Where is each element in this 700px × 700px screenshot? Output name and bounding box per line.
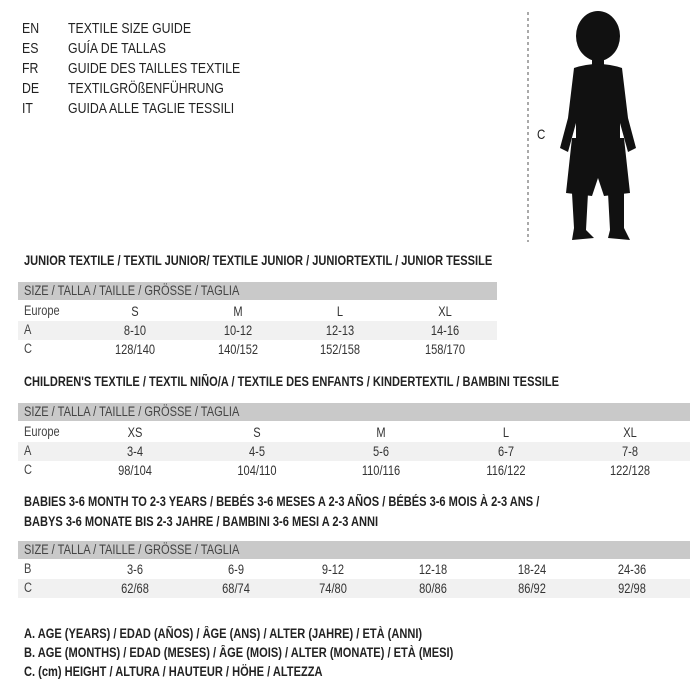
table-row: B 3-6 6-9 9-12 12-18 18-24 24-36 bbox=[18, 560, 690, 579]
table-row: Europe XS S M L XL bbox=[18, 423, 690, 442]
legend-item: C. (cm) HEIGHT / ALTURA / HAUTEUR / HÖHE… bbox=[24, 664, 323, 679]
table-row: A 3-4 4-5 5-6 6-7 7-8 bbox=[18, 442, 690, 461]
lang-title: GUIDE DES TAILLES TEXTILE bbox=[68, 60, 241, 77]
children-table: SIZE / TALLA / TAILLE / GRÖSSE / TAGLIA … bbox=[18, 403, 690, 483]
lang-code: ES bbox=[22, 40, 39, 57]
cell: 68/74 bbox=[222, 581, 250, 596]
cell: 4-5 bbox=[248, 444, 266, 459]
table-row: A 8-10 10-12 12-13 14-16 bbox=[18, 321, 497, 340]
row-label: Europe bbox=[24, 424, 60, 439]
cell: 110/116 bbox=[361, 463, 401, 478]
row-label: Europe bbox=[24, 303, 60, 318]
cell: 116/122 bbox=[486, 463, 526, 478]
cell: 122/128 bbox=[609, 463, 651, 478]
cell: 80/86 bbox=[419, 581, 447, 596]
lang-title: TEXTILE SIZE GUIDE bbox=[68, 20, 192, 37]
children-title: CHILDREN'S TEXTILE / TEXTIL NIÑO/A / TEX… bbox=[24, 374, 560, 389]
babies-title-line1: BABIES 3-6 MONTH TO 2-3 YEARS / BEBÉS 3-… bbox=[24, 494, 540, 509]
table-row: C 98/104 104/110 110/116 116/122 122/128 bbox=[18, 461, 690, 480]
cell: 86/92 bbox=[518, 581, 546, 596]
cell: 7-8 bbox=[621, 444, 639, 459]
babies-table: SIZE / TALLA / TAILLE / GRÖSSE / TAGLIA … bbox=[18, 541, 690, 601]
cell: 3-6 bbox=[126, 562, 144, 577]
cell: 158/170 bbox=[424, 342, 466, 357]
lang-title: GUIDA ALLE TAGLIE TESSILI bbox=[68, 100, 235, 117]
cell: XS bbox=[127, 425, 143, 440]
cell: S bbox=[253, 425, 261, 440]
table-row: C 62/68 68/74 74/80 80/86 86/92 92/98 bbox=[18, 579, 690, 598]
measure-label: C bbox=[537, 126, 546, 142]
junior-title: JUNIOR TEXTILE / TEXTIL JUNIOR/ TEXTILE … bbox=[24, 253, 493, 268]
cell: XL bbox=[623, 425, 637, 440]
cell: 24-36 bbox=[617, 562, 647, 577]
cell: 62/68 bbox=[121, 581, 149, 596]
lang-code: IT bbox=[22, 100, 33, 117]
child-silhouette-icon bbox=[527, 11, 636, 242]
cell: S bbox=[131, 304, 139, 319]
cell: 3-4 bbox=[126, 444, 144, 459]
table-row: Europe S M L XL bbox=[18, 302, 497, 321]
cell: 12-18 bbox=[418, 562, 448, 577]
cell: M bbox=[376, 425, 386, 440]
cell: 14-16 bbox=[430, 323, 460, 338]
cell: 5-6 bbox=[372, 444, 390, 459]
lang-title: GUÍA DE TALLAS bbox=[68, 40, 166, 57]
row-label: C bbox=[24, 580, 32, 595]
table-header: SIZE / TALLA / TAILLE / GRÖSSE / TAGLIA bbox=[24, 283, 240, 298]
cell: 9-12 bbox=[321, 562, 345, 577]
cell: L bbox=[336, 304, 344, 319]
table-header: SIZE / TALLA / TAILLE / GRÖSSE / TAGLIA bbox=[24, 542, 240, 557]
cell: 8-10 bbox=[123, 323, 147, 338]
babies-title-line2: BABYS 3-6 MONATE BIS 2-3 JAHRE / BAMBINI… bbox=[24, 514, 379, 529]
row-label: C bbox=[24, 341, 32, 356]
cell: 152/158 bbox=[319, 342, 361, 357]
cell: 6-7 bbox=[497, 444, 515, 459]
lang-title: TEXTILGRÖßENFÜHRUNG bbox=[68, 80, 224, 97]
cell: 18-24 bbox=[517, 562, 547, 577]
lang-code: DE bbox=[22, 80, 40, 97]
cell: 128/140 bbox=[114, 342, 156, 357]
row-label: B bbox=[24, 561, 32, 576]
cell: 6-9 bbox=[227, 562, 245, 577]
legend-item: B. AGE (MONTHS) / EDAD (MESES) / ÂGE (MO… bbox=[24, 645, 454, 660]
cell: 98/104 bbox=[118, 463, 152, 478]
row-label: A bbox=[24, 322, 32, 337]
cell: 12-13 bbox=[325, 323, 355, 338]
cell: XL bbox=[438, 304, 452, 319]
lang-code: EN bbox=[22, 20, 40, 37]
cell: 10-12 bbox=[223, 323, 253, 338]
cell: M bbox=[233, 304, 243, 319]
row-label: A bbox=[24, 443, 32, 458]
cell: 74/80 bbox=[319, 581, 347, 596]
junior-table: SIZE / TALLA / TAILLE / GRÖSSE / TAGLIA … bbox=[18, 282, 497, 362]
row-label: C bbox=[24, 462, 32, 477]
table-row: C 128/140 140/152 152/158 158/170 bbox=[18, 340, 497, 359]
cell: L bbox=[502, 425, 510, 440]
table-header: SIZE / TALLA / TAILLE / GRÖSSE / TAGLIA bbox=[24, 404, 240, 419]
cell: 104/110 bbox=[237, 463, 277, 478]
cell: 92/98 bbox=[618, 581, 646, 596]
legend-item: A. AGE (YEARS) / EDAD (AÑOS) / ÂGE (ANS)… bbox=[24, 626, 423, 641]
lang-code: FR bbox=[22, 60, 39, 77]
cell: 140/152 bbox=[217, 342, 259, 357]
